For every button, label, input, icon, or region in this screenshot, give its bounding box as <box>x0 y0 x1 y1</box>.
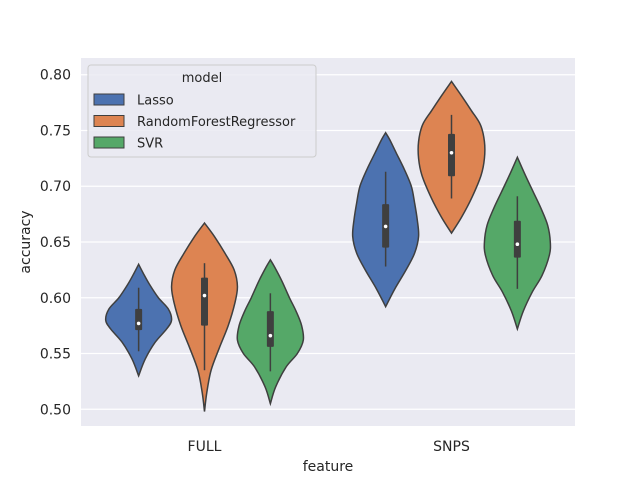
legend-box <box>87 64 317 158</box>
violin-iqr-box <box>266 311 274 347</box>
y-axis-label: accuracy <box>18 210 34 273</box>
legend-entry-label: RandomForestRegressor <box>137 115 296 130</box>
y-tick-label: 0.55 <box>40 347 71 363</box>
violins <box>104 80 552 412</box>
legend-swatch <box>93 93 125 106</box>
gridlines <box>81 74 575 410</box>
legend-entry-label: Lasso <box>137 94 174 109</box>
legend: model Lasso RandomForestRegressor SVR <box>87 64 317 158</box>
y-tick-label: 0.65 <box>40 235 71 251</box>
y-tick-label: 0.60 <box>40 291 71 307</box>
y-tick-label: 0.75 <box>40 123 71 139</box>
violin-iqr-box <box>201 277 208 326</box>
x-axis-label: feature <box>303 459 354 475</box>
violin-median <box>449 150 454 155</box>
y-tick-labels: 0.50 0.55 0.60 0.65 0.70 0.75 0.80 <box>40 68 71 419</box>
legend-swatch <box>93 115 125 127</box>
violin-iqr-box <box>513 220 521 258</box>
violin-median <box>383 224 388 229</box>
violin-median <box>202 293 207 298</box>
x-tick-labels: FULL SNPS <box>188 439 470 455</box>
violin-median <box>136 321 141 326</box>
legend-swatch <box>93 136 125 149</box>
violin-median <box>515 242 520 247</box>
y-tick-label: 0.80 <box>40 68 71 84</box>
violin-median <box>268 333 273 338</box>
legend-entries: Lasso RandomForestRegressor SVR <box>93 93 296 152</box>
violin-iqr-box <box>448 133 455 177</box>
violin-iqr-box <box>135 308 143 331</box>
legend-title: model <box>182 71 222 86</box>
y-tick-label: 0.70 <box>40 179 71 195</box>
legend-entry-label: SVR <box>137 137 163 152</box>
x-tick-label: FULL <box>188 439 222 455</box>
x-tick-label: SNPS <box>433 439 470 455</box>
y-tick-label: 0.50 <box>40 402 71 418</box>
